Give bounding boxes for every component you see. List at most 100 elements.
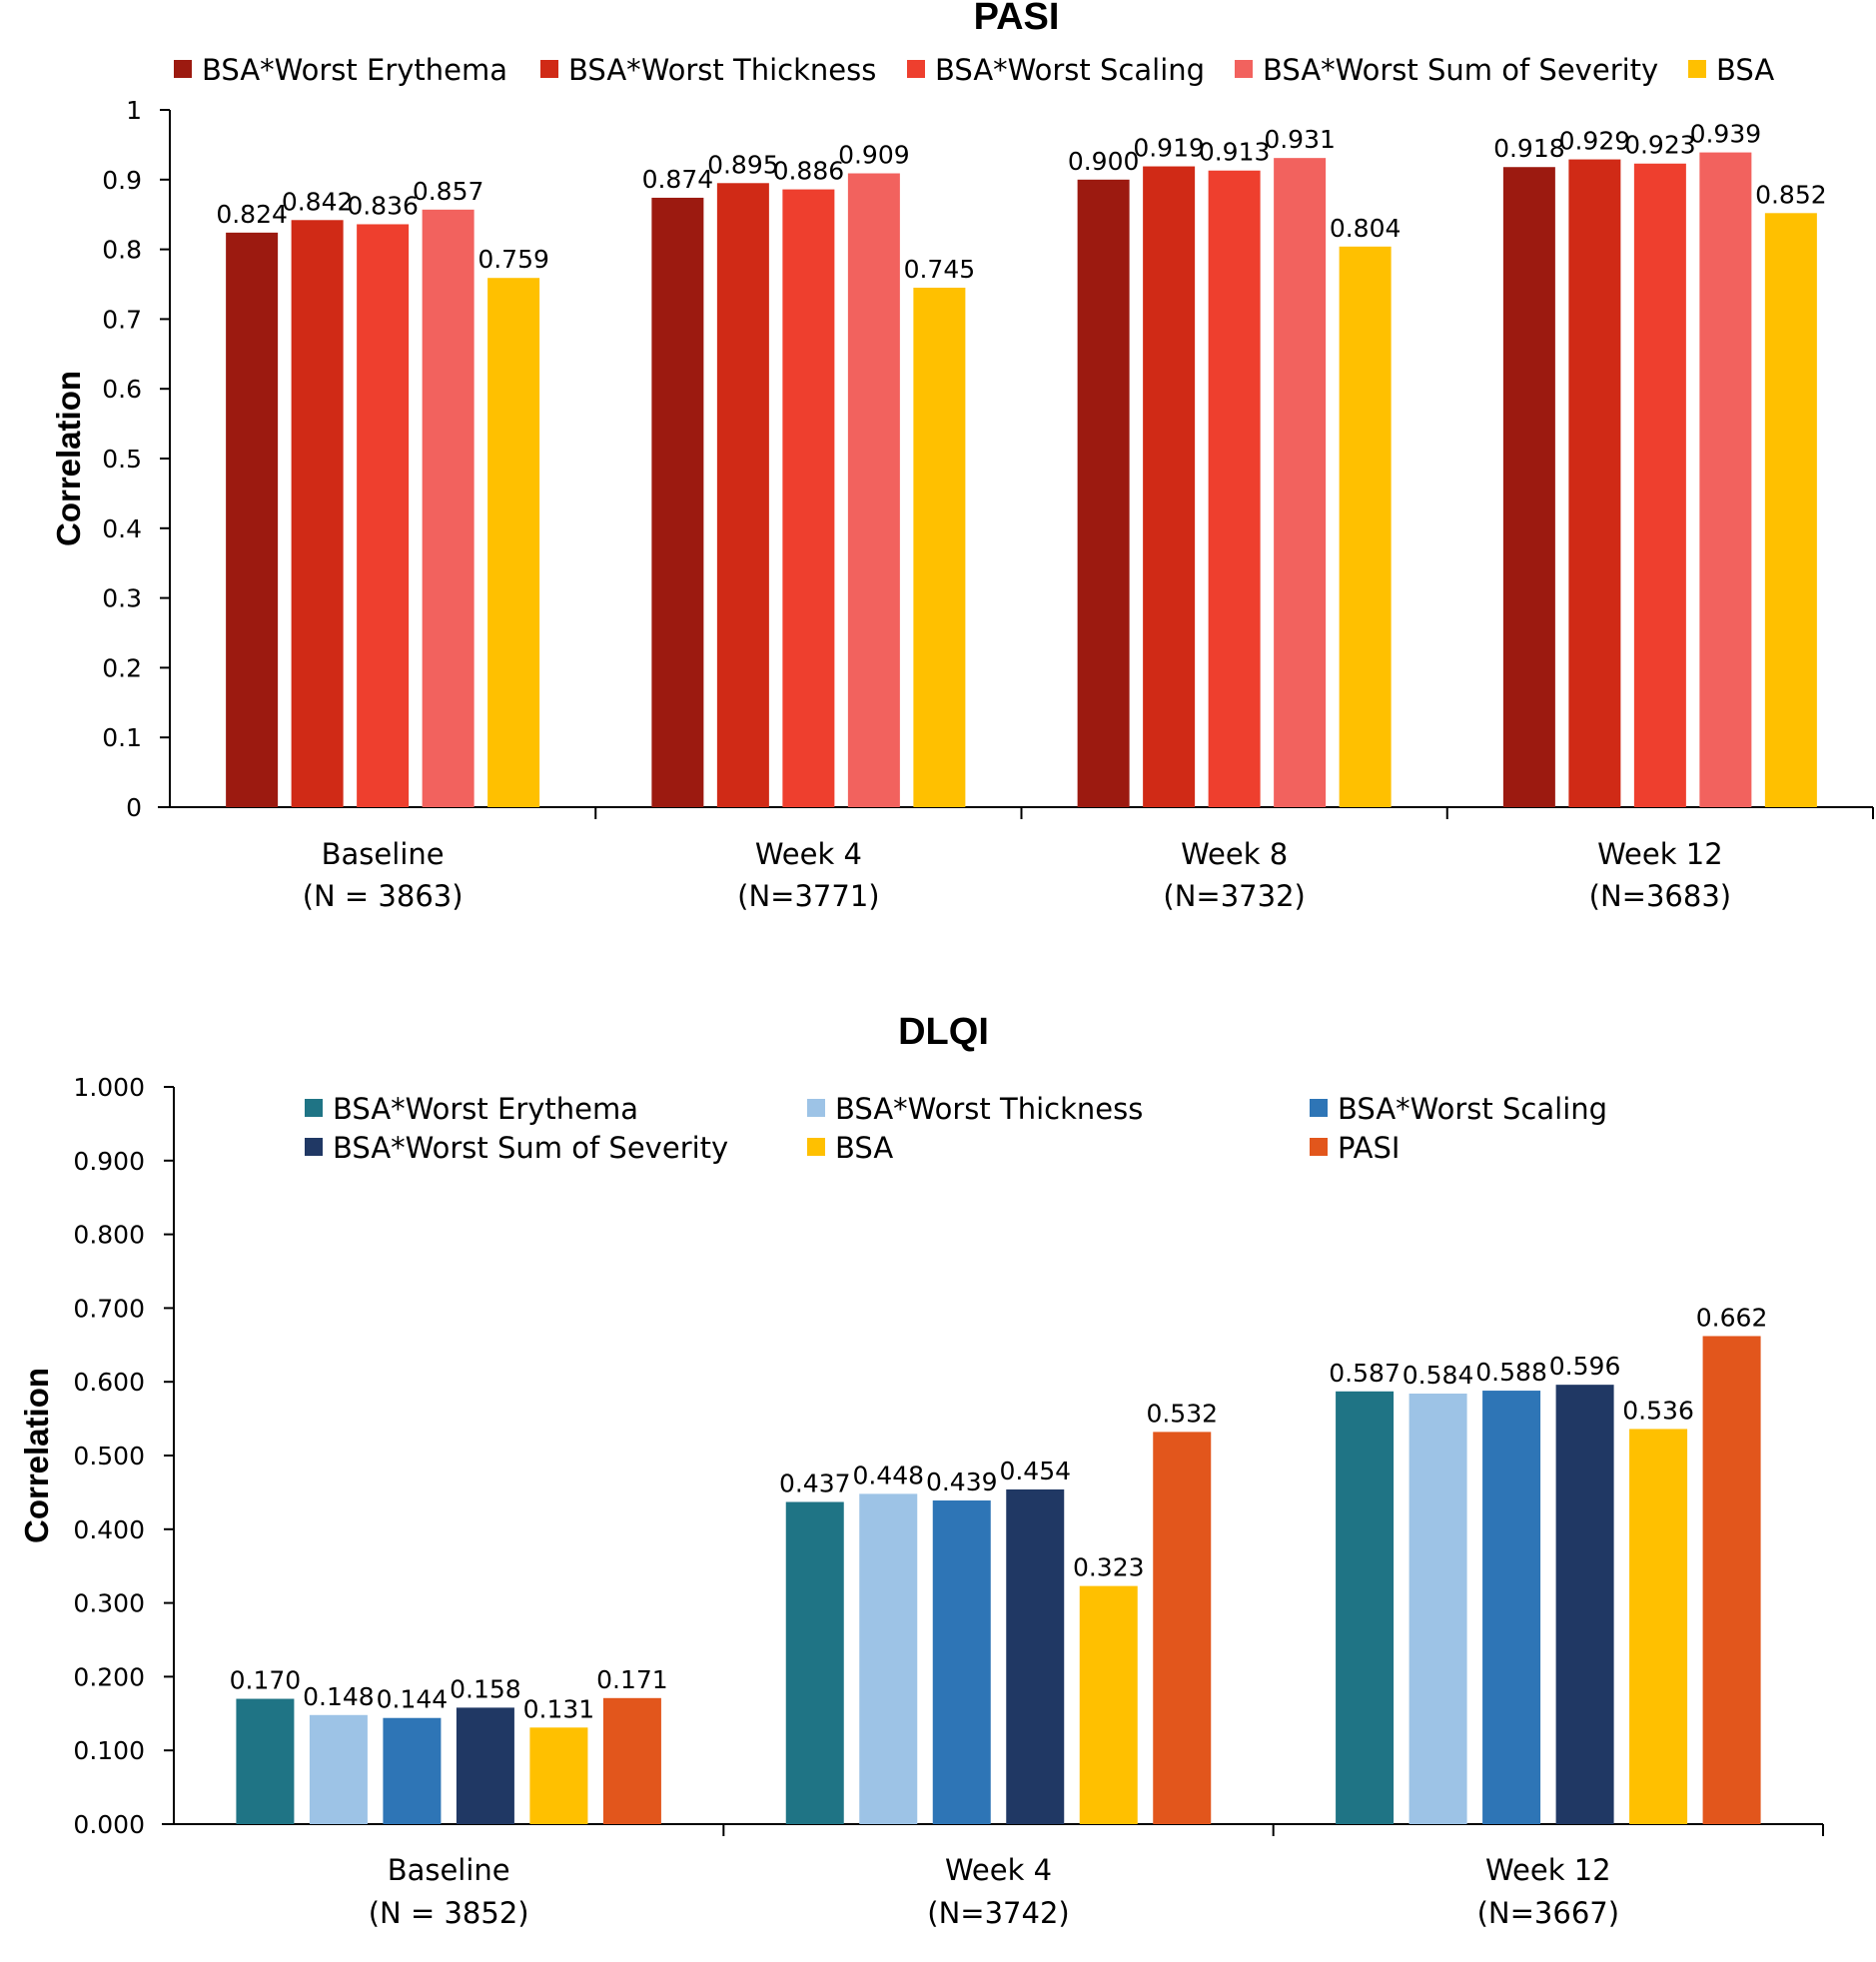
pasi-bar	[1274, 158, 1327, 808]
pasi-category-label: Week 4	[755, 837, 862, 871]
pasi-data-label: 0.824	[216, 200, 288, 229]
dlqi-data-label: 0.587	[1329, 1359, 1401, 1388]
dlqi-y-tick-label: 0.800	[73, 1221, 145, 1250]
pasi-y-tick-label: 0.3	[102, 584, 142, 613]
dlqi-bar	[456, 1707, 514, 1824]
pasi-chart: PASI Correlation 0 0.1 0.2 0.3 0.4 0.5 0.6 0.7 0.8…	[50, 0, 1874, 913]
pasi-legend-label: BSA*Worst Scaling	[935, 53, 1205, 87]
dlqi-data-label: 0.588	[1475, 1358, 1547, 1387]
pasi-data-label: 0.939	[1690, 120, 1762, 149]
pasi-bar	[1502, 167, 1555, 808]
dlqi-data-label: 0.448	[852, 1461, 924, 1489]
dlqi-legend-label: BSA	[835, 1131, 893, 1165]
dlqi-y-tick-label: 0.700	[73, 1294, 145, 1323]
dlqi-data-label: 0.439	[926, 1468, 998, 1496]
dlqi-category-label: Baseline	[388, 1853, 510, 1887]
dlqi-data-label: 0.323	[1073, 1553, 1145, 1582]
dlqi-bar	[1079, 1585, 1138, 1824]
pasi-legend-swatch	[907, 60, 925, 78]
dlqi-data-label: 0.148	[303, 1682, 375, 1711]
pasi-y-tick-label: 0.2	[102, 653, 142, 682]
dlqi-y-tick-label: 0.000	[73, 1810, 145, 1839]
pasi-data-label: 0.923	[1624, 131, 1696, 160]
dlqi-bar	[602, 1697, 661, 1824]
dlqi-y-tick-label: 0.200	[73, 1662, 145, 1691]
pasi-y-axis-label: Correlation	[50, 371, 87, 546]
pasi-y-tick-label: 0.7	[102, 305, 142, 334]
dlqi-legend-swatch	[807, 1138, 825, 1156]
dlqi-legend-label: PASI	[1338, 1131, 1400, 1165]
dlqi-y-tick-label: 0.100	[73, 1736, 145, 1765]
pasi-bar	[651, 197, 704, 807]
pasi-bar	[1143, 166, 1196, 808]
dlqi-data-label: 0.536	[1622, 1396, 1694, 1425]
pasi-data-label: 0.842	[282, 187, 354, 216]
dlqi-data-label: 0.662	[1696, 1303, 1768, 1332]
dlqi-bar	[1555, 1385, 1614, 1824]
dlqi-chart-title: DLQI	[898, 1011, 989, 1053]
pasi-bar	[226, 232, 279, 807]
pasi-bar	[1208, 170, 1261, 807]
dlqi-bar	[309, 1714, 368, 1824]
pasi-y-tick-label: 0.4	[102, 514, 142, 543]
pasi-bar	[716, 183, 769, 808]
pasi-data-label: 0.857	[413, 177, 484, 206]
dlqi-y-tick-label: 0.600	[73, 1368, 145, 1397]
dlqi-bar	[1153, 1432, 1212, 1824]
pasi-category-label: Week 12	[1597, 837, 1723, 871]
pasi-bar	[1568, 159, 1621, 808]
dlqi-bar	[859, 1493, 918, 1824]
dlqi-bar	[236, 1698, 295, 1824]
pasi-bar	[1699, 152, 1752, 807]
pasi-legend-swatch	[1688, 60, 1706, 78]
pasi-bar	[422, 209, 474, 808]
pasi-category-label: Week 8	[1181, 837, 1288, 871]
pasi-category-n-label: (N = 3863)	[303, 879, 464, 913]
pasi-bar	[487, 278, 540, 807]
pasi-data-label: 0.895	[707, 150, 779, 179]
pasi-y-tick-label: 0.6	[102, 375, 142, 404]
dlqi-category-label: Week 4	[945, 1853, 1052, 1887]
dlqi-y-tick-label: 0.400	[73, 1515, 145, 1544]
dlqi-category-n-label: (N=3667)	[1477, 1896, 1619, 1930]
pasi-category-n-label: (N=3771)	[737, 879, 879, 913]
pasi-y-tick-label: 0	[126, 793, 142, 822]
pasi-data-label: 0.886	[773, 157, 845, 186]
dlqi-y-tick-label: 1.000	[73, 1073, 145, 1102]
dlqi-legend-label: BSA*Worst Sum of Severity	[333, 1131, 728, 1165]
pasi-legend-swatch	[174, 60, 192, 78]
dlqi-data-label: 0.131	[523, 1694, 595, 1723]
pasi-legend-label: BSA	[1716, 53, 1774, 87]
pasi-data-label: 0.804	[1330, 214, 1402, 243]
dlqi-bar	[1629, 1429, 1688, 1824]
dlqi-chart: DLQI Correlation 0.000 0.100 0.200 0.300 0.400…	[18, 1011, 1824, 1930]
pasi-category-label: Baseline	[322, 837, 445, 871]
dlqi-data-label: 0.171	[596, 1665, 668, 1694]
pasi-y-tick-label: 0.1	[102, 723, 142, 752]
dlqi-legend-swatch	[305, 1099, 323, 1117]
pasi-data-label: 0.913	[1199, 138, 1271, 167]
dlqi-legend-label: BSA*Worst Scaling	[1338, 1092, 1607, 1126]
dlqi-bar	[529, 1727, 588, 1824]
pasi-data-label: 0.931	[1264, 125, 1336, 154]
pasi-bar	[1764, 213, 1817, 807]
pasi-legend-label: BSA*Worst Erythema	[202, 53, 507, 87]
dlqi-legend-label: BSA*Worst Erythema	[333, 1092, 638, 1126]
dlqi-legend-swatch	[305, 1138, 323, 1156]
dlqi-y-tick-label: 0.900	[73, 1147, 145, 1176]
dlqi-y-tick-label: 0.500	[73, 1442, 145, 1471]
pasi-data-label: 0.852	[1755, 180, 1827, 209]
dlqi-category-label: Week 12	[1485, 1853, 1611, 1887]
dlqi-category-n-label: (N=3742)	[927, 1896, 1069, 1930]
dlqi-legend-label: BSA*Worst Thickness	[835, 1092, 1143, 1126]
pasi-bar	[913, 287, 966, 807]
pasi-category-n-label: (N=3683)	[1589, 879, 1731, 913]
dlqi-y-tick-label: 0.300	[73, 1589, 145, 1618]
pasi-legend-swatch	[1235, 60, 1253, 78]
pasi-bar	[1077, 179, 1130, 808]
pasi-data-label: 0.909	[838, 141, 910, 170]
dlqi-bar	[1336, 1391, 1395, 1824]
dlqi-bar	[1006, 1488, 1065, 1824]
pasi-data-label: 0.759	[477, 245, 549, 274]
